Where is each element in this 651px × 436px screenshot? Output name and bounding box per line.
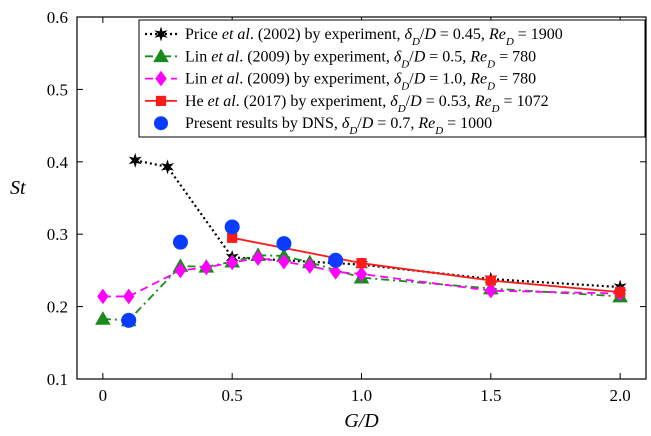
y-tick-label: 0.3: [47, 225, 68, 244]
legend: Price et al. (2002) by experiment, δD/D …: [138, 19, 646, 138]
data-point-triangle: [153, 48, 169, 63]
series-line: [232, 236, 621, 294]
series-group: [95, 152, 628, 328]
y-tick-label: 0.2: [47, 298, 68, 317]
legend-entry-3: Lin et al. (2009) by experiment, δD/D = …: [145, 71, 536, 93]
y-tick-label: 0.1: [47, 370, 68, 389]
data-point-star: [128, 152, 142, 168]
series-1: [128, 152, 627, 295]
data-point-diamond: [226, 254, 238, 271]
data-point-diamond: [174, 262, 187, 279]
data-point-diamond: [278, 253, 290, 270]
y-axis-title: St: [10, 177, 26, 199]
data-point-circle: [328, 252, 344, 268]
series-4: [227, 232, 626, 298]
data-point-star: [154, 26, 168, 42]
data-point-circle: [121, 312, 137, 328]
series-5: [121, 219, 344, 328]
legend-entry-5: Present results by DNS, δD/D = 0.7, ReD …: [154, 115, 492, 137]
data-point-diamond: [355, 266, 368, 282]
data-point-diamond: [329, 264, 342, 280]
series-line: [134, 159, 621, 289]
data-point-diamond: [252, 250, 264, 266]
plot-frame: [76, 16, 647, 380]
axes: 0 0.5 1.0 1.5 2.0 0.1 0.2 0.3 0.4 0.5 0.6 G/D St: [10, 8, 646, 432]
legend-entry-2: Lin et al. (2009) by experiment, δD/D = …: [145, 48, 536, 70]
data-point-diamond: [200, 259, 213, 276]
y-tick-label: 0.4: [47, 153, 69, 172]
data-point-diamond: [155, 70, 167, 87]
series-line: [102, 254, 621, 322]
legend-label: Price et al. (2002) by experiment, δD/D …: [185, 26, 563, 48]
legend-entry-4: He et al. (2017) by experiment, δD/D = 0…: [145, 93, 549, 115]
data-point-diamond: [123, 288, 135, 305]
legend-label: Lin et al. (2009) by experiment, δD/D = …: [185, 71, 536, 93]
series-3: [97, 250, 626, 305]
data-point-square: [615, 287, 626, 298]
data-point-square: [227, 232, 238, 243]
x-tick-label: 1.5: [480, 386, 501, 405]
data-point-diamond: [485, 282, 497, 299]
data-point-star: [161, 159, 175, 175]
legend-box: [138, 19, 646, 138]
y-tick-label: 0.5: [47, 80, 68, 99]
x-tick-label: 1.0: [351, 386, 372, 405]
data-point-square: [356, 258, 367, 269]
legend-label: Lin et al. (2009) by experiment, δD/D = …: [185, 48, 536, 70]
data-point-square: [485, 275, 496, 286]
x-tick-label: 0.5: [222, 386, 243, 405]
x-tick-label: 0: [99, 386, 108, 405]
data-point-circle: [276, 236, 292, 252]
series-line: [102, 257, 621, 298]
legend-label: Present results by DNS, δD/D = 0.7, ReD …: [185, 115, 492, 137]
data-point-triangle: [95, 311, 111, 325]
legend-entry-1: Price et al. (2002) by experiment, δD/D …: [145, 26, 563, 48]
data-point-square: [155, 95, 167, 106]
y-tick-label: 0.6: [47, 8, 68, 27]
data-point-diamond: [97, 288, 109, 305]
data-point-circle: [224, 219, 240, 235]
data-point-circle: [154, 116, 168, 131]
x-axis-title: G/D: [344, 410, 379, 432]
data-point-circle: [172, 234, 188, 250]
data-point-diamond: [304, 258, 316, 274]
legend-label: He et al. (2017) by experiment, δD/D = 0…: [185, 93, 549, 115]
x-tick-label: 2.0: [610, 386, 631, 405]
